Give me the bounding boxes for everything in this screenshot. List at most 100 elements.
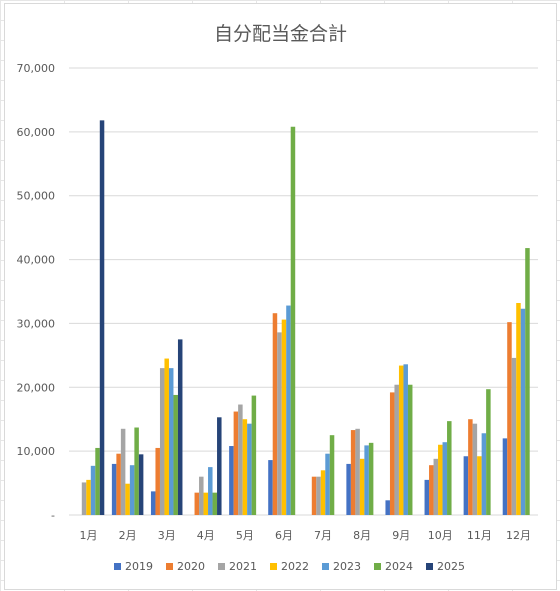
- bar-2024: [290, 126, 296, 516]
- bar-2020: [194, 492, 200, 515]
- bar-2023: [90, 465, 96, 515]
- bar-2021: [316, 476, 321, 515]
- bar-2020: [272, 313, 278, 515]
- bar-2020: [507, 322, 512, 515]
- bar-2024: [447, 421, 452, 515]
- x-tick-label: 12月: [506, 529, 531, 542]
- bar-2022: [320, 470, 326, 515]
- legend-swatch-2025: [426, 563, 433, 570]
- y-tick-label: 30,000: [17, 317, 56, 330]
- legend-swatch-2020: [166, 563, 173, 570]
- y-tick-label: 70,000: [17, 62, 56, 75]
- bar-2023: [325, 453, 330, 515]
- bar-2020: [155, 447, 160, 515]
- y-tick-label: -: [51, 509, 55, 522]
- bar-2022: [438, 444, 443, 515]
- bar-2021: [277, 332, 282, 515]
- bar-2022: [281, 319, 287, 515]
- bar-2020: [468, 419, 473, 515]
- bar-2024: [173, 394, 178, 515]
- x-tick-label: 9月: [392, 529, 410, 542]
- bar-2022: [86, 479, 91, 515]
- y-tick-label: 20,000: [17, 381, 56, 394]
- bar-2025: [177, 339, 183, 515]
- bar-2024: [134, 427, 139, 515]
- legend-label-2022: 2022: [281, 560, 309, 573]
- legend-swatch-2023: [322, 563, 329, 570]
- bar-2022: [516, 302, 521, 515]
- x-tick-label: 7月: [314, 529, 332, 542]
- y-tick-label: 60,000: [17, 126, 56, 139]
- bar-2021: [472, 423, 478, 515]
- bar-2024: [212, 492, 218, 515]
- bar-2024: [525, 248, 530, 515]
- bar-2019: [424, 479, 430, 515]
- legend-label-2023: 2023: [333, 560, 361, 573]
- legend-label-2021: 2021: [229, 560, 257, 573]
- bar-2019: [229, 446, 234, 515]
- bar-2024: [251, 395, 257, 515]
- bar-2022: [125, 483, 130, 515]
- legend-swatch-2019: [114, 563, 121, 570]
- y-tick-label: 10,000: [17, 445, 56, 458]
- legend-swatch-2024: [374, 563, 381, 570]
- x-tick-label: 2月: [119, 529, 137, 542]
- bar-2021: [81, 482, 87, 515]
- bar-2021: [120, 428, 126, 515]
- bar-2022: [359, 458, 365, 515]
- bar-2022: [242, 419, 248, 515]
- bar-2023: [520, 308, 526, 515]
- bar-2021: [511, 357, 517, 515]
- legend-label-2019: 2019: [125, 560, 153, 573]
- x-tick-label: 6月: [275, 529, 293, 542]
- bar-2022: [477, 456, 482, 515]
- bar-2019: [385, 500, 390, 515]
- bar-2019: [111, 463, 117, 515]
- legend-label-2024: 2024: [385, 560, 413, 573]
- legend-swatch-2021: [218, 563, 225, 570]
- x-tick-label: 10月: [428, 529, 453, 542]
- x-tick-label: 1月: [80, 529, 98, 542]
- bar-2019: [268, 460, 273, 515]
- bar-2025: [217, 417, 222, 515]
- bar-2020: [233, 411, 239, 515]
- bar-2021: [199, 476, 204, 515]
- x-tick-label: 8月: [353, 529, 371, 542]
- bar-2021: [238, 404, 243, 515]
- bar-2022: [203, 492, 209, 515]
- bar-2020: [389, 392, 395, 515]
- bar-2019: [463, 456, 469, 515]
- x-tick-label: 3月: [158, 529, 176, 542]
- bar-2019: [150, 491, 156, 515]
- bar-2023: [442, 442, 448, 515]
- bar-2020: [429, 465, 434, 515]
- legend-label-2025: 2025: [437, 560, 465, 573]
- bar-2023: [364, 445, 369, 515]
- bar-2023: [129, 465, 135, 515]
- y-tick-label: 40,000: [17, 254, 56, 267]
- bar-2023: [481, 433, 487, 515]
- bar-2020: [350, 430, 356, 515]
- bar-2022: [164, 358, 169, 515]
- bar-2021: [355, 428, 360, 515]
- bar-2024: [329, 435, 335, 515]
- bar-2023: [247, 423, 252, 515]
- bar-2019: [502, 438, 508, 515]
- y-tick-label: 50,000: [17, 190, 56, 203]
- bar-2023: [208, 467, 213, 515]
- x-tick-label: 4月: [197, 529, 215, 542]
- legend-swatch-2022: [270, 563, 277, 570]
- x-tick-label: 11月: [467, 529, 492, 542]
- bar-2023: [286, 305, 291, 515]
- bar-2023: [168, 368, 174, 515]
- bar-2020: [116, 453, 121, 515]
- bar-2019: [346, 463, 351, 515]
- bar-2025: [138, 454, 144, 515]
- bar-2024: [486, 389, 491, 515]
- bar-2023: [403, 364, 408, 515]
- bar-2025: [99, 120, 105, 515]
- bar-2021: [394, 384, 399, 515]
- bar-2024: [95, 447, 100, 515]
- chart-title: 自分配当金合計: [213, 23, 347, 45]
